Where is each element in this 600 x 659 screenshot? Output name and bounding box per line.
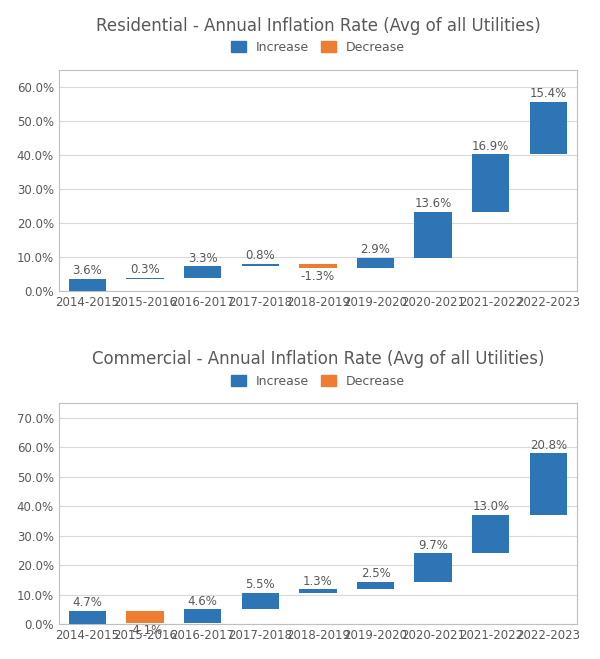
Bar (184, 609, 221, 623)
Text: -4.1%: -4.1% (128, 624, 162, 637)
Text: 4.7%: 4.7% (73, 596, 103, 609)
Bar (472, 154, 509, 212)
Text: -1.3%: -1.3% (301, 270, 335, 283)
Text: 5.5%: 5.5% (245, 579, 275, 591)
Title: Commercial - Annual Inflation Rate (Avg of all Utilities): Commercial - Annual Inflation Rate (Avg … (92, 351, 544, 368)
Bar (184, 266, 221, 277)
Text: 2.5%: 2.5% (361, 567, 391, 580)
Bar (357, 258, 394, 268)
Text: 0.8%: 0.8% (245, 249, 275, 262)
Text: 0.3%: 0.3% (130, 263, 160, 276)
Text: 13.6%: 13.6% (415, 197, 452, 210)
Bar (415, 212, 452, 258)
Bar (530, 102, 567, 154)
Bar (127, 611, 164, 623)
Text: 20.8%: 20.8% (530, 439, 567, 452)
Text: 1.3%: 1.3% (303, 575, 333, 588)
Bar (530, 453, 567, 515)
Bar (415, 553, 452, 582)
Legend: Increase, Decrease: Increase, Decrease (226, 36, 410, 59)
Legend: Increase, Decrease: Increase, Decrease (226, 370, 410, 393)
Title: Residential - Annual Inflation Rate (Avg of all Utilities): Residential - Annual Inflation Rate (Avg… (95, 16, 540, 35)
Bar (299, 264, 337, 268)
Text: 13.0%: 13.0% (472, 500, 509, 513)
Text: 16.9%: 16.9% (472, 140, 509, 153)
Bar (299, 589, 337, 593)
Text: 4.6%: 4.6% (188, 594, 218, 608)
Bar (69, 279, 106, 291)
Text: 15.4%: 15.4% (530, 87, 567, 100)
Bar (69, 611, 106, 625)
Bar (242, 264, 279, 266)
Text: 3.6%: 3.6% (73, 264, 103, 277)
Bar (357, 582, 394, 589)
Text: 2.9%: 2.9% (361, 243, 391, 256)
Bar (472, 515, 509, 553)
Text: 3.3%: 3.3% (188, 252, 217, 265)
Text: 9.7%: 9.7% (418, 538, 448, 552)
Bar (127, 277, 164, 279)
Bar (242, 593, 279, 609)
